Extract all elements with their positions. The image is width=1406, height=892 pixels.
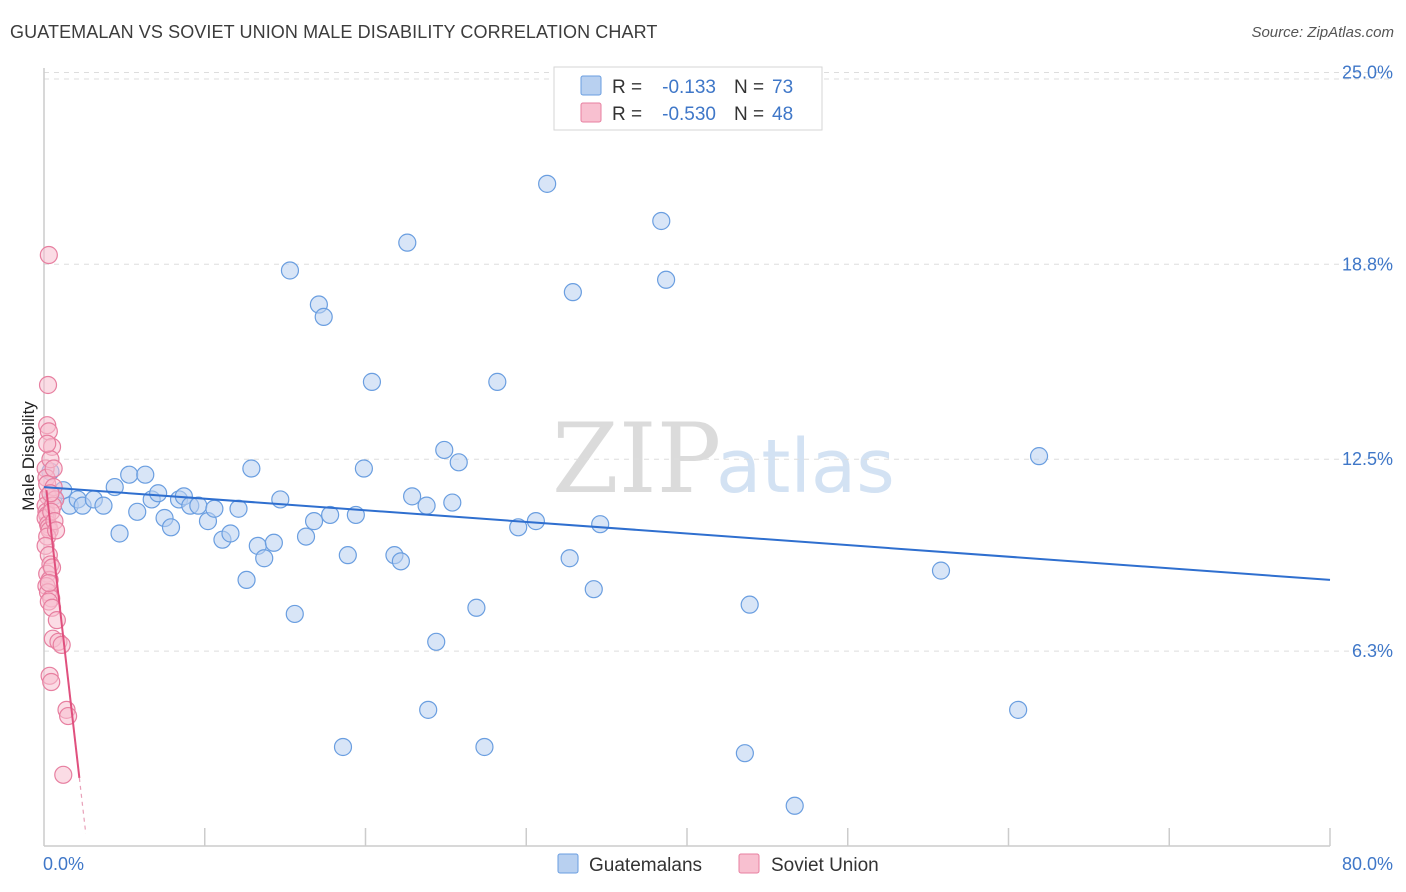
stats-n-label-guatemalans: N = <box>734 77 764 98</box>
guatemalans-point <box>391 552 410 571</box>
source-credit: Source: ZipAtlas.com <box>1251 24 1394 41</box>
guatemalans-point <box>652 211 671 231</box>
trendline-soviet-union-extension <box>78 777 87 834</box>
bottom-legend: Guatemalans Soviet Union <box>557 853 879 876</box>
guatemalans-point <box>229 499 248 518</box>
stats-n-label-soviet-union: N = <box>734 104 764 125</box>
legend-swatch-soviet-union <box>738 853 760 874</box>
stats-n-value-guatemalans: 73 <box>772 77 793 98</box>
guatemalans-point <box>128 502 147 521</box>
stats-swatch-guatemalans <box>580 75 602 96</box>
stats-r-value-soviet-union: -0.530 <box>662 104 716 125</box>
soviet-union-point <box>38 434 57 453</box>
soviet-union-point <box>41 484 60 503</box>
guatemalans-point <box>221 524 240 543</box>
legend-label-soviet-union: Soviet Union <box>771 855 879 876</box>
guatemalans-point <box>509 518 528 537</box>
guatemalans-point <box>560 549 579 568</box>
stats-r-label-soviet-union: R = <box>612 104 642 125</box>
soviet-union-point <box>44 459 63 478</box>
guatemalans-point <box>427 632 446 651</box>
stats-n-value-soviet-union: 48 <box>772 104 793 125</box>
guatemalans-point <box>242 459 261 478</box>
guatemalans-point <box>449 453 468 472</box>
trendline-guatemalans <box>43 486 1331 581</box>
guatemalans-point <box>120 465 139 484</box>
series-soviet-union <box>36 245 78 784</box>
guatemalans-point <box>563 283 582 302</box>
soviet-union-point <box>38 375 58 395</box>
guatemalans-point <box>740 595 759 614</box>
guatemalans-point <box>785 796 804 815</box>
guatemalans-point <box>296 527 316 546</box>
guatemalans-point <box>205 499 224 518</box>
stats-r-label-guatemalans: R = <box>612 77 642 98</box>
guatemalans-point <box>280 261 300 280</box>
guatemalans-point <box>314 307 333 327</box>
guatemalans-point <box>136 465 155 484</box>
series-guatemalans <box>41 174 1049 815</box>
guatemalans-point <box>94 496 113 515</box>
guatemalans-point <box>333 737 353 757</box>
stats-legend: R = -0.133 N = 73 R = -0.530 N = 48 <box>553 66 823 131</box>
guatemalans-point <box>285 604 304 624</box>
guatemalans-point <box>584 580 603 599</box>
guatemalans-point <box>362 372 382 391</box>
soviet-union-point <box>39 573 58 593</box>
chart-title: GUATEMALAN VS SOVIET UNION MALE DISABILI… <box>10 22 658 42</box>
guatemalans-point <box>488 372 507 391</box>
stats-r-value-guatemalans: -0.133 <box>662 77 716 98</box>
y-tick-label: 18.8% <box>1342 254 1393 274</box>
guatemalans-point <box>354 459 373 478</box>
guatemalans-point <box>1029 447 1049 466</box>
guatemalans-point <box>443 493 462 512</box>
guatemalans-point <box>475 737 494 757</box>
guatemalans-point <box>1009 700 1028 719</box>
soviet-union-point <box>42 558 62 577</box>
stats-swatch-soviet-union <box>580 102 602 123</box>
soviet-union-point <box>42 672 61 692</box>
x-tick-label-min: 0.0% <box>43 854 84 874</box>
y-tick-labels: 6.3% 12.5% 18.8% 25.0% <box>1342 62 1393 661</box>
soviet-union-point <box>59 706 78 726</box>
guatemalans-point <box>189 496 208 515</box>
legend-label-guatemalans: Guatemalans <box>589 855 702 876</box>
guatemalans-point <box>467 598 486 617</box>
y-axis-title: Male Disability <box>19 401 38 511</box>
guatemalans-point <box>110 524 129 543</box>
guatemalans-point <box>149 484 168 503</box>
y-tick-label: 25.0% <box>1342 62 1393 82</box>
guatemalans-point <box>931 561 951 580</box>
guatemalans-point <box>264 533 283 552</box>
guatemalans-point <box>237 570 256 590</box>
guatemalans-point <box>538 174 557 193</box>
guatemalans-point <box>304 512 324 531</box>
guatemalans-point <box>526 512 545 531</box>
y-tick-label: 12.5% <box>1342 449 1393 469</box>
y-tick-label: 6.3% <box>1352 641 1393 661</box>
watermark: ZIP atlas <box>552 403 895 515</box>
gridlines <box>44 71 1393 652</box>
guatemalans-point <box>417 496 436 515</box>
legend-swatch-guatemalans <box>557 853 579 874</box>
guatemalans-point <box>321 505 340 525</box>
watermark-atlas: atlas <box>716 424 895 510</box>
soviet-union-point <box>52 635 71 654</box>
guatemalans-point <box>403 487 422 506</box>
guatemalans-point <box>657 270 676 289</box>
guatemalans-point <box>161 518 181 537</box>
x-axis-ticks <box>204 828 1331 846</box>
x-tick-label-max: 80.0% <box>1342 854 1393 874</box>
guatemalans-point <box>338 546 357 565</box>
guatemalans-point <box>435 440 454 460</box>
trendline-soviet-union <box>45 490 81 779</box>
guatemalans-point <box>735 744 754 763</box>
guatemalans-point <box>591 515 610 534</box>
soviet-union-point <box>39 245 58 265</box>
guatemalans-point <box>255 549 274 568</box>
guatemalans-point <box>398 233 417 252</box>
soviet-union-point <box>54 765 73 784</box>
guatemalans-point <box>419 700 438 719</box>
